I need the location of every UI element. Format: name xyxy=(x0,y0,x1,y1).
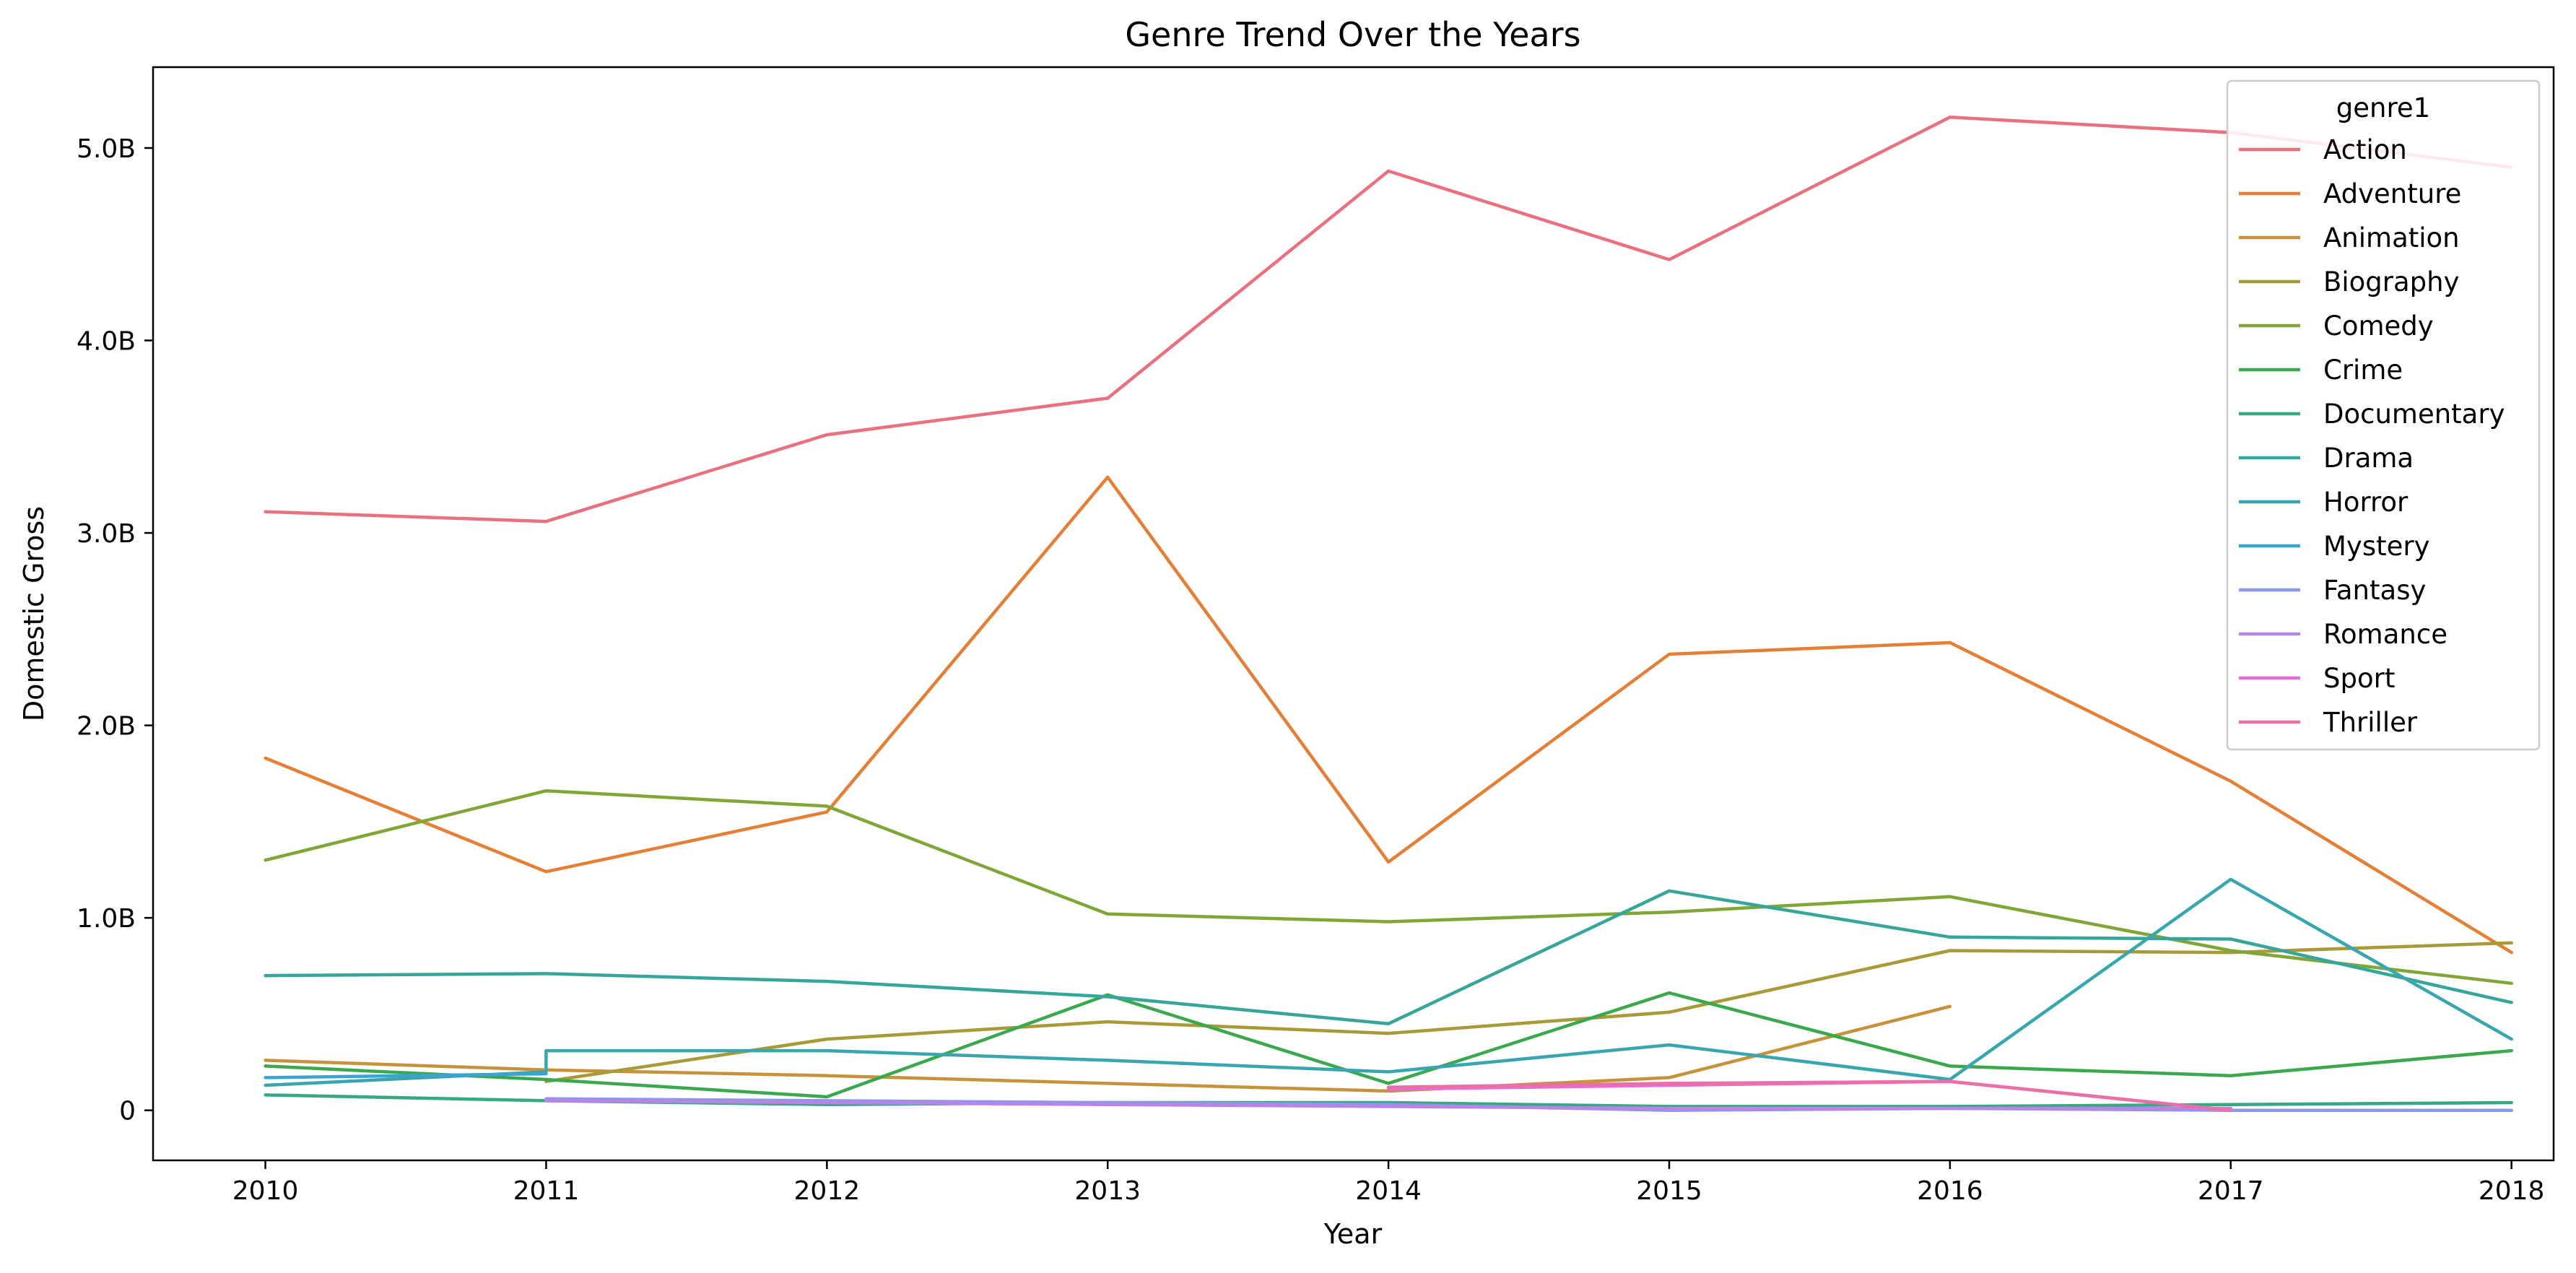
y-tick-label: 5.0B xyxy=(77,134,136,164)
series-line-action xyxy=(264,116,2513,523)
x-tick-label: 2017 xyxy=(2198,1176,2264,1206)
legend-label-sport: Sport xyxy=(2323,663,2395,694)
legend-label-adventure: Adventure xyxy=(2323,178,2461,209)
legend-label-comedy: Comedy xyxy=(2323,310,2434,342)
x-tick-label: 2014 xyxy=(1355,1176,1422,1206)
legend-label-romance: Romance xyxy=(2323,619,2447,650)
legend-label-thriller: Thriller xyxy=(2323,707,2418,738)
y-tick-label: 0 xyxy=(119,1097,136,1126)
legend-label-action: Action xyxy=(2323,134,2407,165)
legend-items: Action Adventure Animation Biography Comedy C… xyxy=(2239,134,2505,738)
y-tick-label: 2.0B xyxy=(77,712,136,742)
chart-title: Genre Trend Over the Years xyxy=(1125,15,1580,54)
series-layer xyxy=(264,116,2513,1112)
legend-label-crime: Crime xyxy=(2323,355,2403,386)
x-tick-label: 2016 xyxy=(1917,1176,1983,1206)
series-line-thriller xyxy=(1386,1079,2233,1112)
legend-title: genre1 xyxy=(2336,92,2430,123)
series-line-biography xyxy=(544,941,2513,1083)
series-line-comedy xyxy=(264,788,2513,986)
series-line-adventure xyxy=(264,475,2513,955)
series-line-mystery xyxy=(264,1072,548,1079)
y-tick-label: 3.0B xyxy=(77,519,136,549)
series-line-romance xyxy=(544,1099,2233,1111)
y-tick-label: 4.0B xyxy=(77,327,136,357)
legend-label-fantasy: Fantasy xyxy=(2323,575,2426,606)
x-tick-label: 2011 xyxy=(513,1176,580,1206)
legend-label-biography: Biography xyxy=(2323,266,2460,297)
x-tick-label: 2018 xyxy=(2479,1176,2545,1206)
x-tick-label: 2010 xyxy=(232,1176,299,1206)
legend-label-animation: Animation xyxy=(2323,222,2460,253)
x-tick-label: 2015 xyxy=(1636,1176,1702,1206)
y-tick-label: 1.0B xyxy=(77,904,136,934)
legend-label-horror: Horror xyxy=(2323,487,2409,518)
legend-label-documentary: Documentary xyxy=(2323,399,2505,430)
x-tick-label: 2012 xyxy=(794,1176,861,1206)
plot-frame xyxy=(152,66,2555,1162)
x-axis-title: Year xyxy=(1323,1218,1383,1250)
series-line-crime xyxy=(264,991,2513,1099)
legend-frame xyxy=(2226,79,2541,751)
x-axis: 2010 2011 2012 2013 2014 2015 2016 2017 2018 xyxy=(232,1160,2545,1206)
y-axis: 0 1.0B 2.0B 3.0B 4.0B 5.0B xyxy=(77,134,153,1126)
series-line-drama xyxy=(264,889,2513,1026)
series-line-horror xyxy=(264,877,2513,1087)
x-tick-label: 2013 xyxy=(1074,1176,1141,1206)
y-axis-title: Domestic Gross xyxy=(18,506,50,721)
legend-label-drama: Drama xyxy=(2323,443,2414,474)
legend: genre1 Action Adventure Animation Biography… xyxy=(2226,79,2541,751)
legend-label-mystery: Mystery xyxy=(2323,531,2429,562)
